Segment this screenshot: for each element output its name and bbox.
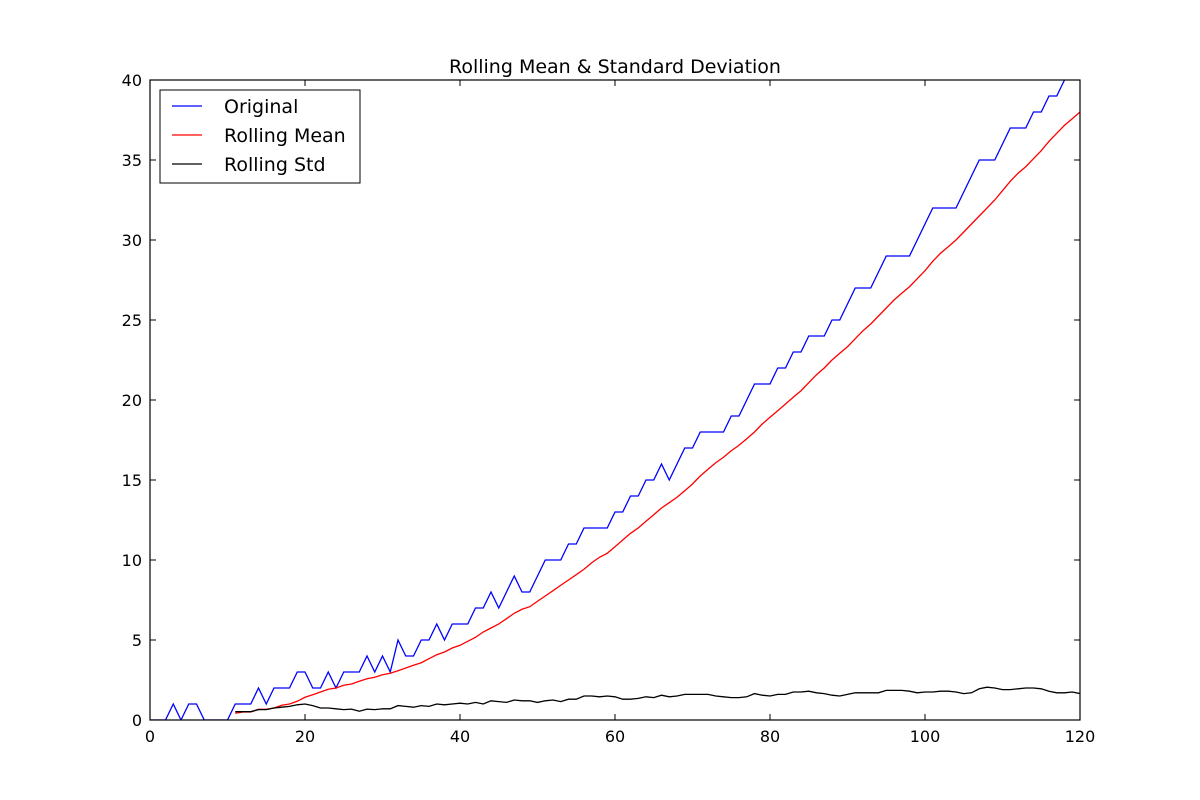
x-tick-label: 80 — [760, 727, 780, 746]
x-tick-label: 40 — [450, 727, 470, 746]
axis-ticks: 0 20 40 60 80 100 120 0 5 10 15 20 25 30 35 40 — [122, 71, 1096, 746]
plot-area — [150, 80, 1080, 720]
x-tick-label: 20 — [295, 727, 315, 746]
x-tick-label: 120 — [1065, 727, 1096, 746]
series-line-1 — [235, 111, 1080, 714]
x-tick-label: 100 — [910, 727, 941, 746]
y-tick-label: 15 — [122, 471, 142, 490]
x-tick-label: 60 — [605, 727, 625, 746]
legend: Original Rolling Mean Rolling Std — [159, 89, 361, 184]
x-tick-label: 0 — [145, 727, 155, 746]
series-line-0 — [150, 80, 1066, 720]
legend-label-0: Original — [224, 96, 298, 118]
y-tick-label: 20 — [122, 391, 142, 410]
series-line-2 — [235, 686, 1080, 713]
y-tick-label: 10 — [122, 551, 142, 570]
y-tick-label: 0 — [132, 711, 142, 730]
legend-label-1: Rolling Mean — [224, 125, 346, 147]
chart-title: Rolling Mean & Standard Deviation — [449, 56, 781, 78]
y-tick-label: 30 — [122, 231, 142, 250]
y-tick-label: 25 — [122, 311, 142, 330]
legend-label-2: Rolling Std — [224, 154, 326, 176]
axes-frame — [149, 79, 1081, 721]
y-tick-label: 40 — [122, 71, 142, 90]
y-tick-label: 35 — [122, 151, 142, 170]
y-tick-label: 5 — [132, 631, 142, 650]
